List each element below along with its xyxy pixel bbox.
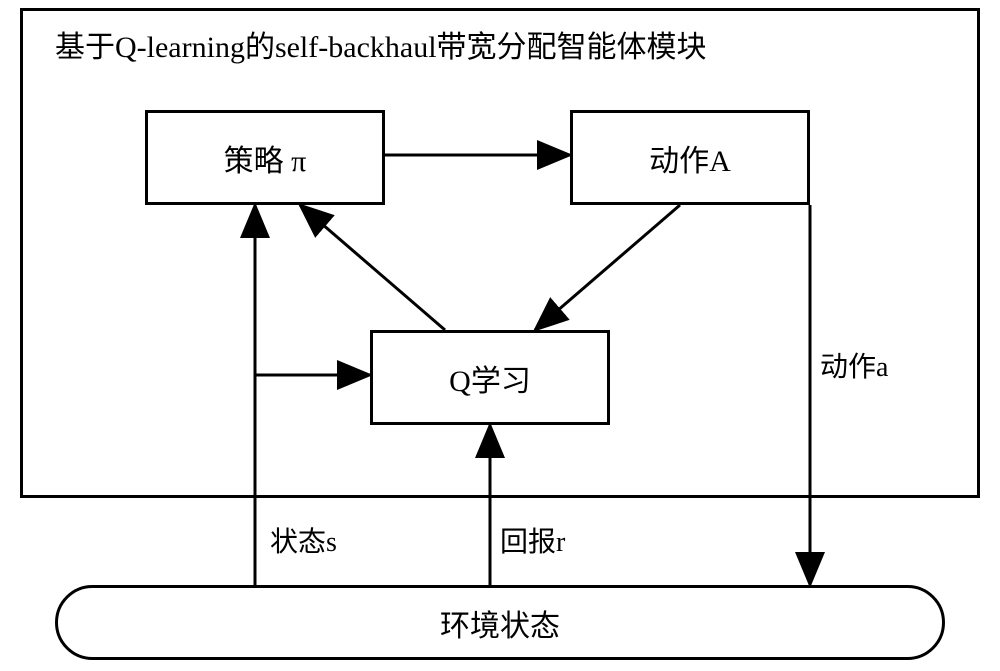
diagram-container: 基于Q-learning的self-backhaul带宽分配智能体模块 策略 π…	[0, 0, 1000, 671]
reward-r-label: 回报r	[500, 520, 565, 560]
action-box: 动作A	[570, 110, 810, 205]
policy-box: 策略 π	[145, 110, 385, 205]
state-s-label: 状态s	[270, 520, 337, 560]
diagram-title: 基于Q-learning的self-backhaul带宽分配智能体模块	[55, 22, 707, 66]
qlearning-label: Q学习	[449, 356, 531, 400]
environment-label: 环境状态	[440, 601, 560, 645]
action-label: 动作A	[649, 136, 731, 180]
policy-label: 策略 π	[224, 136, 307, 180]
environment-box: 环境状态	[55, 585, 945, 660]
action-a-label: 动作a	[820, 345, 888, 385]
qlearning-box: Q学习	[370, 330, 610, 425]
